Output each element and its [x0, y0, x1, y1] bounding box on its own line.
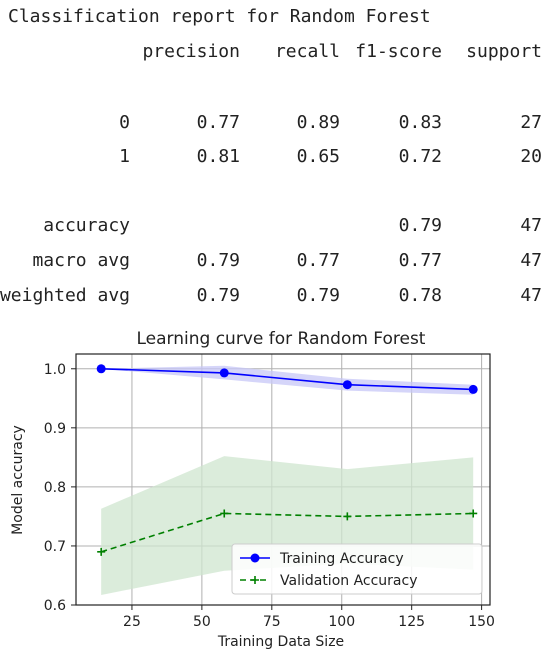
series-1-point — [97, 547, 106, 556]
x-tick-label: 25 — [123, 614, 141, 630]
x-tick-label: 150 — [468, 614, 495, 630]
series-0-point — [219, 368, 229, 378]
series-0-point — [96, 364, 106, 374]
row-0-precision: 0.77 — [196, 112, 240, 133]
series-1-point — [343, 512, 352, 521]
series-1-line — [100, 512, 474, 553]
legend-box — [231, 543, 483, 595]
classification-report: Classification report for Random Forest … — [0, 0, 550, 320]
row-label-weighted-avg: weighted avg — [0, 285, 130, 306]
row-0-support: 27 — [520, 112, 542, 133]
report-title: Classification report for Random Forest — [8, 6, 431, 27]
y-tick-label: 0.6 — [44, 598, 66, 614]
plot-frame — [75, 353, 491, 606]
series-1-point — [469, 509, 478, 518]
x-tick-label: 50 — [193, 614, 211, 630]
row-label-accuracy: accuracy — [43, 215, 130, 236]
row-accuracy-support: 47 — [520, 215, 542, 236]
header-recall: recall — [274, 41, 340, 62]
row-weighted-avg-f1: 0.78 — [398, 285, 442, 306]
row-0-f1: 0.83 — [398, 112, 442, 133]
y-tick-label: 0.9 — [44, 421, 66, 437]
row-1-f1: 0.72 — [398, 146, 442, 167]
row-label-1: 1 — [119, 146, 130, 167]
row-macro-avg-recall: 0.77 — [296, 250, 340, 271]
row-accuracy-f1: 0.79 — [398, 215, 442, 236]
y-axis-label: Model accuracy — [10, 425, 26, 535]
series-1-point — [220, 509, 229, 518]
x-tick-label: 75 — [263, 614, 281, 630]
header-support: support — [466, 41, 542, 62]
chart-title: Learning curve for Random Forest — [137, 329, 426, 349]
legend-marker-0 — [250, 553, 260, 563]
legend-label-1: Validation Accuracy — [280, 573, 418, 589]
series-0-band — [101, 365, 474, 395]
plot-area: 25 50 75 100 125 150 0.6 0.7 0.8 0.9 1.0 Training A… — [44, 353, 495, 630]
y-tick-label: 1.0 — [44, 362, 66, 378]
row-weighted-avg-precision: 0.79 — [196, 285, 240, 306]
y-tick-label: 0.7 — [44, 539, 66, 555]
header-f1-score: f1-score — [355, 41, 442, 62]
row-label-macro-avg: macro avg — [32, 250, 130, 271]
row-macro-avg-f1: 0.77 — [398, 250, 442, 271]
x-axis-label: Training Data Size — [217, 634, 344, 650]
row-weighted-avg-recall: 0.79 — [296, 285, 340, 306]
series-0-line — [101, 367, 474, 391]
row-1-precision: 0.81 — [196, 146, 240, 167]
row-0-recall: 0.89 — [296, 112, 340, 133]
row-macro-avg-precision: 0.79 — [196, 250, 240, 271]
row-1-support: 20 — [520, 146, 542, 167]
row-1-recall: 0.65 — [296, 146, 340, 167]
legend-label-0: Training Accuracy — [279, 551, 404, 567]
learning-curve-chart: Learning curve for Random Forest Trainin… — [10, 329, 495, 650]
x-tick-label: 100 — [328, 614, 355, 630]
row-label-0: 0 — [119, 112, 130, 133]
x-tick-label: 125 — [398, 614, 425, 630]
y-tick-label: 0.8 — [44, 480, 66, 496]
row-macro-avg-support: 47 — [520, 250, 542, 271]
legend-marker-1 — [251, 576, 259, 584]
row-weighted-avg-support: 47 — [520, 285, 542, 306]
header-precision: precision — [142, 41, 240, 62]
series-0-point — [468, 384, 478, 394]
series-0-point — [342, 380, 352, 390]
